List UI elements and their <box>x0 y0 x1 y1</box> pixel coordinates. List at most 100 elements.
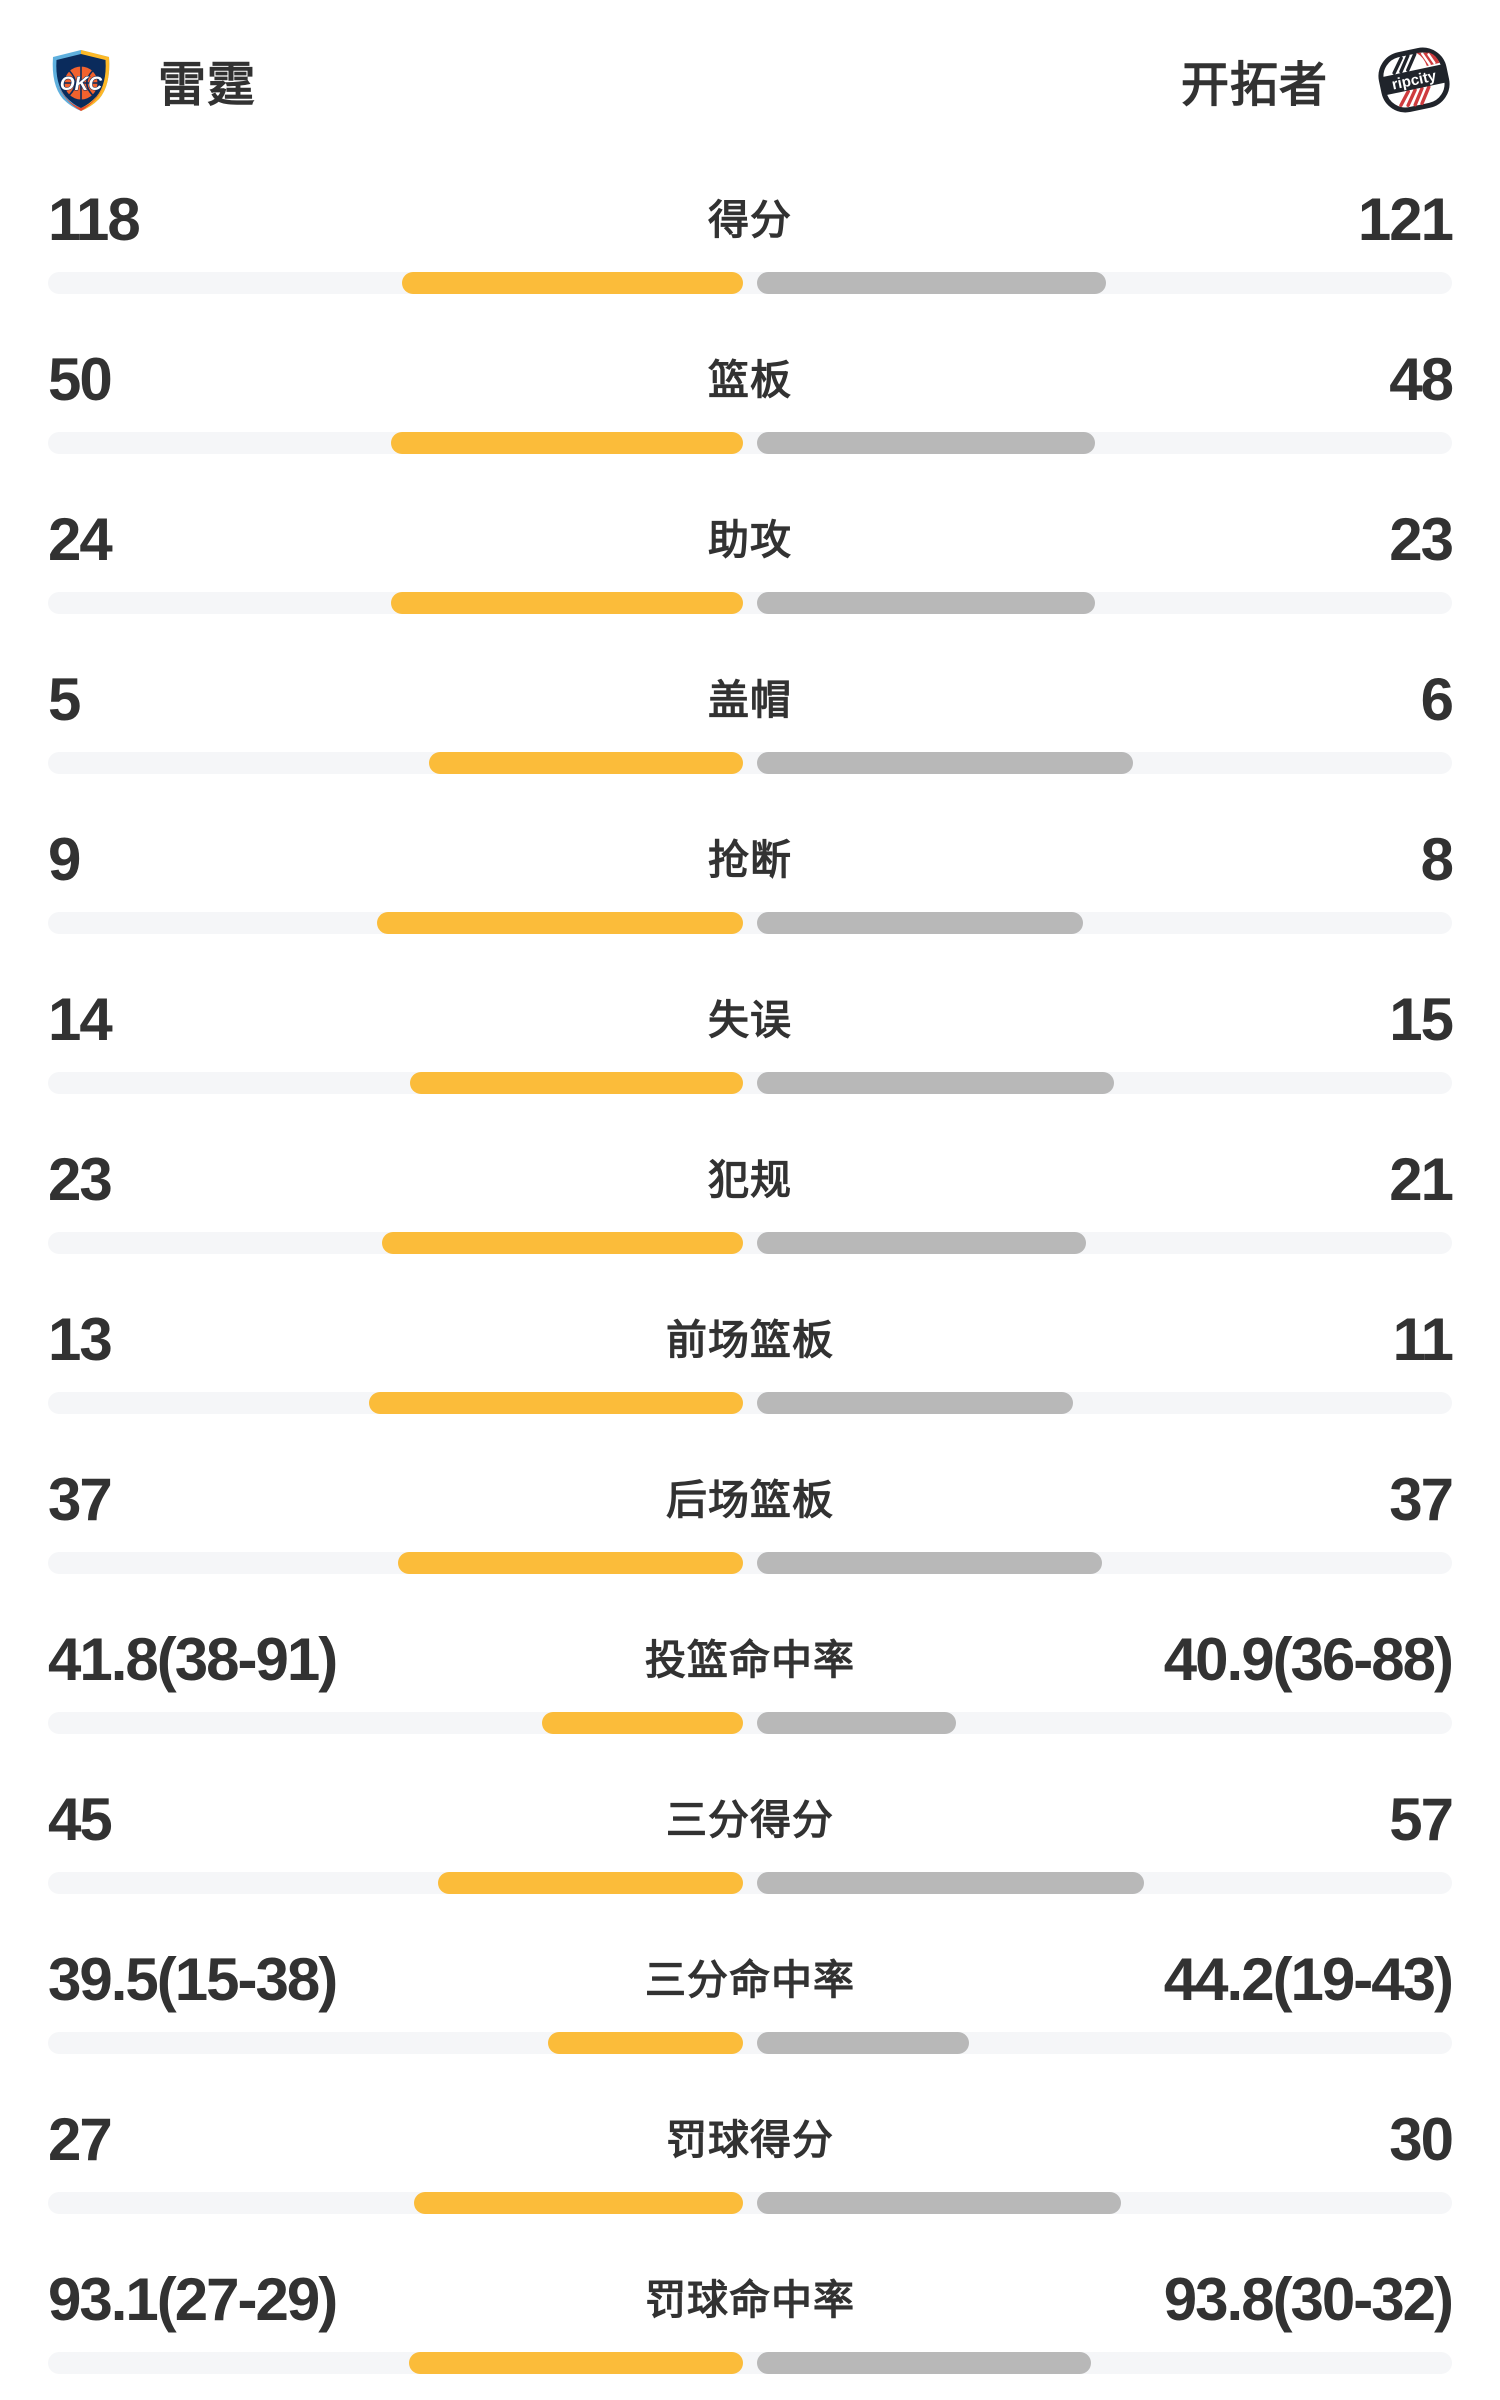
away-bar <box>757 592 1095 614</box>
home-bar <box>398 1552 743 1574</box>
stat-bar-track <box>48 2192 1452 2214</box>
away-value: 48 <box>1389 346 1454 413</box>
team-header: OKC 雷霆 开拓者 <box>0 40 1500 120</box>
stat-label: 助攻 <box>708 517 792 563</box>
stat-bar-track <box>48 1232 1452 1254</box>
team-home[interactable]: OKC 雷霆 <box>48 45 256 115</box>
stat-label: 前场篮板 <box>666 1317 834 1363</box>
okc-logo-text: OKC <box>60 74 103 95</box>
away-value: 40.9(36-88) <box>1163 1626 1454 1693</box>
home-bar <box>369 1392 743 1414</box>
stat-label: 失误 <box>708 997 792 1043</box>
home-bar <box>548 2032 743 2054</box>
home-value: 39.5(15-38) <box>48 1946 338 2013</box>
stat-bar-track <box>48 1872 1452 1894</box>
home-value: 23 <box>48 1146 113 1213</box>
stat-label: 抢断 <box>708 837 792 883</box>
away-bar <box>757 752 1133 774</box>
away-value: 21 <box>1389 1146 1454 1213</box>
home-value: 45 <box>48 1786 113 1853</box>
away-bar <box>757 1072 1114 1094</box>
home-bar <box>382 1232 743 1254</box>
home-bar <box>377 912 743 934</box>
away-bar <box>757 1232 1086 1254</box>
away-bar <box>757 432 1095 454</box>
stat-bar-track <box>48 2352 1452 2374</box>
home-value: 24 <box>48 506 113 573</box>
stat-label: 篮板 <box>708 357 792 403</box>
home-value: 41.8(38-91) <box>48 1626 338 1693</box>
stat-row-three-point-points: 45 三分得分 57 <box>48 1786 1454 1894</box>
home-bar <box>402 272 743 294</box>
home-bar <box>429 752 743 774</box>
stat-row-fouls: 23 犯规 21 <box>48 1146 1454 1254</box>
stat-row-assists: 24 助攻 23 <box>48 506 1454 614</box>
away-value: 44.2(19-43) <box>1163 1946 1454 2013</box>
stat-label: 罚球命中率 <box>645 2277 855 2323</box>
home-value: 118 <box>48 186 141 253</box>
home-value: 27 <box>48 2106 113 2173</box>
home-value: 5 <box>48 666 81 733</box>
away-team-name: 开拓者 <box>1180 59 1328 112</box>
stat-bar-track <box>48 432 1452 454</box>
away-bar <box>757 1392 1073 1414</box>
stat-label: 得分 <box>708 197 792 243</box>
away-value: 8 <box>1420 826 1454 893</box>
stat-bar-track <box>48 912 1452 934</box>
stat-row-turnovers: 14 失误 15 <box>48 986 1454 1094</box>
stat-label: 盖帽 <box>708 677 792 723</box>
away-bar <box>757 1712 956 1734</box>
home-value: 13 <box>48 1306 113 1373</box>
home-bar <box>391 592 743 614</box>
away-value: 11 <box>1392 1306 1454 1373</box>
away-value: 37 <box>1389 1466 1454 1533</box>
away-value: 6 <box>1420 666 1454 733</box>
away-value: 30 <box>1389 2106 1454 2173</box>
away-bar <box>757 2352 1091 2374</box>
home-team-name: 雷霆 <box>158 59 257 112</box>
away-value: 23 <box>1389 506 1454 573</box>
home-value: 50 <box>48 346 113 413</box>
stat-row-offensive-rebounds: 13 前场篮板 11 <box>48 1306 1454 1414</box>
away-value: 93.8(30-32) <box>1163 2266 1454 2333</box>
away-bar <box>757 1552 1102 1574</box>
thunder-logo-icon: OKC <box>52 50 110 111</box>
stat-bar-track <box>48 272 1452 294</box>
away-value: 121 <box>1357 186 1454 253</box>
stat-bar-track <box>48 1552 1452 1574</box>
home-bar <box>542 1712 743 1734</box>
stat-bar-track <box>48 752 1452 774</box>
stat-bar-track <box>48 2032 1452 2054</box>
home-value: 37 <box>48 1466 113 1533</box>
stat-bar-track <box>48 1712 1452 1734</box>
home-bar <box>391 432 743 454</box>
away-bar <box>757 1872 1144 1894</box>
stat-bar-track <box>48 1392 1452 1414</box>
home-value: 14 <box>48 986 113 1053</box>
home-value: 9 <box>48 826 81 893</box>
stat-label: 三分命中率 <box>645 1957 855 2003</box>
stats-list: 118 得分 121 50 篮板 48 24 助攻 <box>0 190 1500 2374</box>
team-away[interactable]: 开拓者 <box>1181 43 1452 117</box>
stat-row-blocks: 5 盖帽 6 <box>48 666 1454 774</box>
away-bar <box>757 2192 1121 2214</box>
stat-bar-track <box>48 1072 1452 1094</box>
stat-row-defensive-rebounds: 37 后场篮板 37 <box>48 1466 1454 1574</box>
stat-bar-track <box>48 592 1452 614</box>
home-bar <box>414 2192 743 2214</box>
away-value: 15 <box>1389 986 1454 1053</box>
home-bar <box>410 1072 743 1094</box>
stat-row-points: 118 得分 121 <box>48 186 1454 294</box>
stat-row-rebounds: 50 篮板 48 <box>48 346 1454 454</box>
stat-label: 犯规 <box>708 1157 792 1203</box>
stat-row-field-goal-pct: 41.8(38-91) 投篮命中率 40.9(36-88) <box>48 1626 1454 1734</box>
stat-row-free-throw-points: 27 罚球得分 30 <box>48 2106 1454 2214</box>
away-bar <box>757 2032 969 2054</box>
stat-label: 三分得分 <box>666 1797 834 1843</box>
game-stats-comparison: OKC 雷霆 开拓者 <box>0 40 1500 2400</box>
stat-row-three-point-pct: 39.5(15-38) 三分命中率 44.2(19-43) <box>48 1946 1454 2054</box>
stat-label: 投篮命中率 <box>645 1637 855 1683</box>
home-bar <box>409 2352 743 2374</box>
stat-label: 后场篮板 <box>666 1477 834 1523</box>
stat-row-steals: 9 抢断 8 <box>48 826 1454 934</box>
